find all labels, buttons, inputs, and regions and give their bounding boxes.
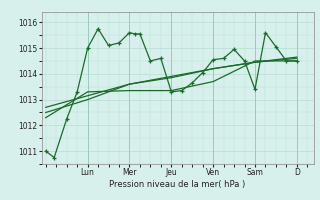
X-axis label: Pression niveau de la mer( hPa ): Pression niveau de la mer( hPa ) <box>109 180 246 189</box>
